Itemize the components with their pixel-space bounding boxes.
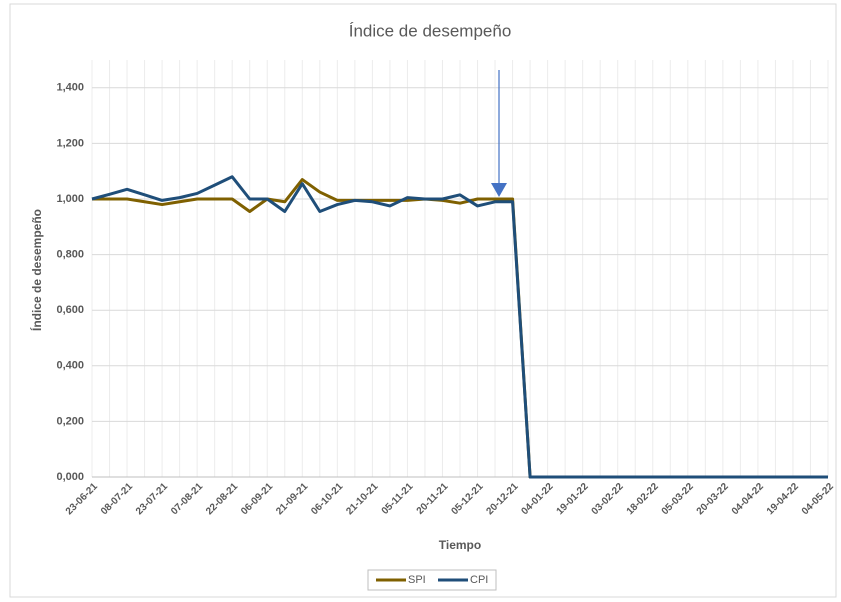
legend-box [367, 569, 497, 591]
y-tick-label: 0,600 [56, 304, 84, 316]
legend-label: SPI [408, 574, 426, 586]
y-tick-label: 1,200 [56, 137, 84, 149]
legend-label: CPI [470, 574, 488, 586]
y-tick-label: 0,400 [56, 360, 84, 372]
chart-title: Índice de desempeño [349, 21, 512, 40]
y-tick-label: 1,400 [56, 82, 84, 94]
chart-border [9, 3, 837, 598]
y-tick-label: 0,200 [56, 415, 84, 427]
y-tick-label: 0,000 [56, 471, 84, 483]
y-axis-title: Índice de desempeño [29, 209, 44, 331]
y-tick-label: 0,800 [56, 249, 84, 261]
x-axis-title: Tiempo [439, 538, 481, 552]
y-tick-label: 1,000 [56, 193, 84, 205]
series-line [91, 175, 828, 479]
annotation-arrowhead [491, 183, 507, 197]
legend: SPI CPI [367, 569, 497, 591]
